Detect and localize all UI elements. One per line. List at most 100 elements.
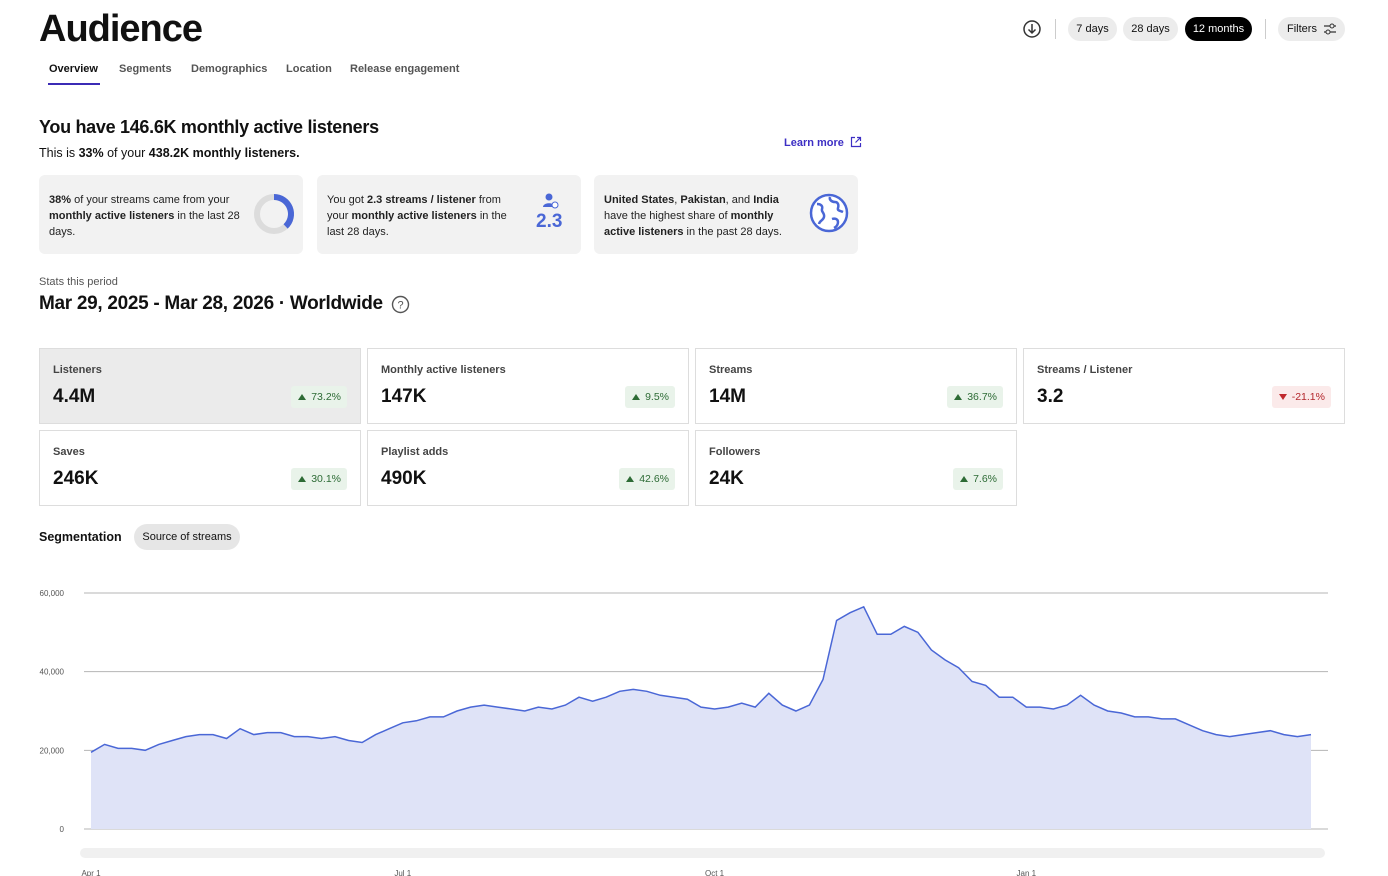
change-text: 7.6% [973, 473, 997, 485]
subline: This is 33% of your 438.2K monthly liste… [39, 146, 300, 160]
text: in the last 28 days. [49, 210, 240, 238]
listener-icon [543, 193, 559, 209]
metric-value: 24K [709, 468, 744, 489]
metric-value: 3.2 [1037, 386, 1064, 407]
arrow [298, 394, 307, 400]
filters-button[interactable]: Filters [1278, 17, 1345, 41]
change-arrow [1278, 394, 1287, 400]
change-text: 73.2% [311, 391, 341, 403]
metric-change: 36.7% [947, 386, 1003, 408]
arrow [298, 476, 307, 482]
filters-label: Filters [1287, 23, 1317, 35]
text: in the past 28 days. [683, 226, 782, 238]
insight-card: You got 2.3 streams / listener from your… [317, 175, 581, 254]
text: have the highest share of [604, 210, 731, 222]
insight-figure: 2.3 [536, 211, 563, 232]
x-tick-label: Jan 1 [1017, 869, 1037, 876]
y-tick-label: 40,000 [40, 668, 65, 677]
donut-arc [273, 194, 294, 229]
page-title: Audience [39, 8, 203, 50]
y-tick-label: 60,000 [40, 589, 65, 598]
text: of your streams came from your [71, 194, 230, 206]
text: 2.3 streams / listener [366, 194, 476, 206]
metric-value: 490K [381, 468, 427, 489]
external-icon [850, 136, 862, 148]
text: monthly active listeners [604, 210, 774, 238]
metric-name: Streams [709, 364, 753, 376]
metric-card: Followers 24K 7.6% [695, 430, 1017, 506]
filters-icon [1324, 23, 1336, 35]
range-button[interactable]: 28 days [1123, 17, 1178, 41]
metric-value: 246K [53, 468, 99, 489]
metric-card: Playlist adds 490K 42.6% [367, 430, 689, 506]
metric-value: 4.4M [53, 386, 96, 407]
metric-name: Followers [709, 446, 761, 458]
change-text: 9.5% [645, 391, 669, 403]
text: Pakistan [680, 194, 726, 206]
insight-text: You got 2.3 streams / listener from your… [327, 192, 522, 240]
change-arrow [298, 394, 307, 400]
change-arrow [626, 476, 635, 482]
text: 38% [49, 194, 72, 206]
arrow [632, 394, 641, 400]
divider [1055, 19, 1056, 39]
segment-chip[interactable]: Source of streams [134, 524, 240, 550]
insight-text: United States, Pakistan, and India have … [604, 192, 799, 240]
text: monthly active listeners [351, 210, 477, 222]
change-arrow [298, 476, 307, 482]
tab[interactable]: Overview [49, 63, 98, 75]
divider [1265, 19, 1266, 39]
area-fill [91, 606, 1311, 829]
learn-more-link[interactable]: Learn more [784, 136, 862, 149]
text: , and [725, 194, 754, 206]
arrow [960, 476, 969, 482]
text: of your [103, 146, 149, 160]
tab[interactable]: Location [286, 63, 332, 75]
x-tick-label: Jul 1 [394, 869, 411, 876]
arrow [954, 394, 963, 400]
metric-change: 9.5% [625, 386, 675, 408]
segmentation-label: Segmentation [39, 530, 122, 544]
tab[interactable]: Release engagement [350, 63, 460, 75]
y-tick-label: 20,000 [40, 746, 65, 755]
text: United States [604, 194, 675, 206]
metric-card: Saves 246K 30.1% [39, 430, 361, 506]
range-button[interactable]: 12 months [1185, 17, 1252, 41]
metric-card: Streams / Listener 3.2 -21.1% [1023, 348, 1345, 424]
metric-change: 42.6% [619, 468, 675, 490]
text: 33% [78, 146, 104, 160]
text: You got [327, 194, 367, 206]
metric-change: 73.2% [291, 386, 347, 408]
metric-change: 7.6% [953, 468, 1003, 490]
metric-name: Listeners [53, 364, 102, 376]
stats-label: Stats this period [39, 276, 118, 288]
scrollbar [80, 848, 1325, 858]
metric-change: 30.1% [291, 468, 347, 490]
text: 438.2K monthly listeners. [148, 146, 300, 160]
text: monthly active listeners [49, 210, 175, 222]
arrow [1278, 394, 1287, 400]
svg-text:?: ? [397, 300, 403, 312]
help-icon[interactable]: ? [391, 295, 410, 314]
donut [254, 194, 294, 234]
range-button[interactable]: 7 days [1068, 17, 1117, 41]
metric-change: -21.1% [1271, 386, 1331, 408]
metric-name: Playlist adds [381, 446, 449, 458]
tab[interactable]: Demographics [191, 63, 268, 75]
insight-card: United States, Pakistan, and India have … [594, 175, 858, 254]
text: from your [327, 194, 501, 222]
metric-card: Streams 14M 36.7% [695, 348, 1017, 424]
metric-name: Monthly active listeners [381, 364, 506, 376]
text: India [753, 194, 779, 206]
change-arrow [960, 476, 969, 482]
download-button[interactable] [1022, 19, 1042, 39]
insight-text: 38% of your streams came from your month… [49, 192, 244, 240]
x-tick-label: Apr 1 [81, 869, 101, 876]
tab[interactable]: Segments [119, 63, 172, 75]
change-text: -21.1% [1291, 391, 1325, 403]
metric-value: 147K [381, 386, 427, 407]
metric-card: Listeners 4.4M 73.2% [39, 348, 361, 424]
metric-name: Streams / Listener [1037, 364, 1133, 376]
arrow [626, 476, 635, 482]
